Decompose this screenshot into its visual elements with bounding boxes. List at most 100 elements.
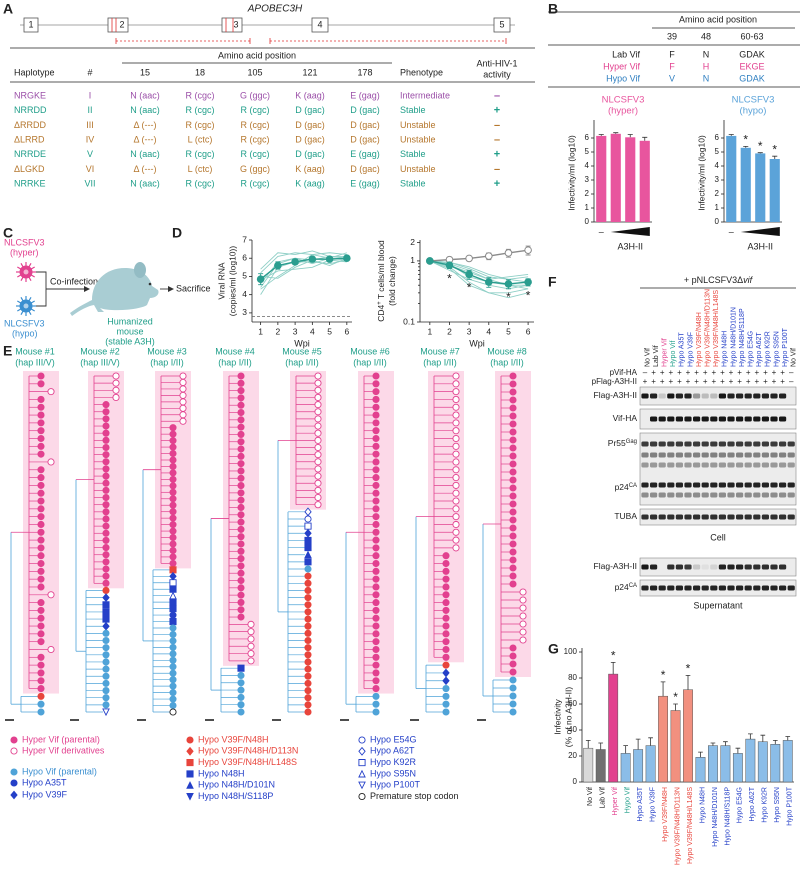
table-cell: GDAK xyxy=(739,73,765,83)
sequence-marker xyxy=(442,676,450,686)
data-point xyxy=(274,261,282,270)
band xyxy=(667,441,675,447)
band xyxy=(658,452,666,458)
band xyxy=(753,482,761,488)
error-bar xyxy=(623,745,628,754)
transfection-sign: + xyxy=(780,368,785,377)
band xyxy=(718,416,726,422)
band xyxy=(770,462,778,468)
sequence-marker xyxy=(102,508,110,516)
sequence-marker xyxy=(179,391,187,399)
sequence-marker xyxy=(102,415,110,423)
y-tick-label: 5 xyxy=(585,147,590,156)
sequence-marker xyxy=(358,759,366,767)
band xyxy=(761,462,769,468)
error-bar xyxy=(660,681,666,697)
table-cell: III xyxy=(86,120,94,130)
dose-wedge xyxy=(610,227,650,236)
sequence-marker xyxy=(47,645,55,654)
data-point xyxy=(484,278,493,286)
sequence-marker xyxy=(509,652,517,660)
legend-label: Hypo K92R xyxy=(370,757,417,767)
sequence-marker xyxy=(314,379,322,387)
error-bar xyxy=(642,136,648,141)
sequence-marker xyxy=(169,585,177,593)
table-cell: L (ctc) xyxy=(188,134,213,144)
transfection-sign: + xyxy=(660,377,665,386)
band xyxy=(718,441,726,447)
blot-group-label: Supernatant xyxy=(693,600,743,610)
sequence-marker xyxy=(102,501,110,509)
virus-spike xyxy=(20,276,24,281)
band xyxy=(718,585,726,591)
y-axis-label: Infectivity xyxy=(552,699,562,735)
table-cell: L (ctc) xyxy=(188,164,213,174)
significance-star: * xyxy=(447,271,452,285)
table-cell: + xyxy=(494,149,500,161)
band xyxy=(710,416,718,422)
band xyxy=(710,492,718,498)
bar xyxy=(720,745,731,783)
sequence-marker xyxy=(237,445,245,453)
sequence-marker xyxy=(314,408,322,416)
exon xyxy=(107,17,129,33)
sequence-marker xyxy=(519,596,527,604)
band xyxy=(701,492,709,498)
table-cell: ΔLGKD xyxy=(14,164,45,174)
band xyxy=(736,492,744,498)
sequence-marker xyxy=(37,692,45,700)
sequence-marker xyxy=(102,621,110,631)
exon xyxy=(221,17,243,33)
band xyxy=(701,585,709,591)
chart-subtitle: (hyper) xyxy=(608,106,638,117)
sequence-marker xyxy=(372,466,380,474)
sequence-marker xyxy=(358,781,366,790)
virus-spike xyxy=(30,266,35,270)
sequence-marker xyxy=(452,474,460,482)
band xyxy=(736,452,744,458)
mouse-haplotype: (hap I/II) xyxy=(218,357,252,367)
sequence-marker xyxy=(237,555,245,563)
y-tick-label: 2 xyxy=(410,237,415,247)
table-cell: ΔLRRD xyxy=(14,134,45,144)
band xyxy=(684,492,692,498)
y-tick-label: 6 xyxy=(715,133,720,142)
table-cell: Intermediate xyxy=(400,90,450,100)
sequence-marker xyxy=(452,419,460,427)
sequence-marker xyxy=(37,638,45,646)
sequence-marker xyxy=(37,567,45,575)
transfection-sign: + xyxy=(763,368,768,377)
band xyxy=(761,492,769,498)
data-point xyxy=(484,252,493,260)
sequence-marker xyxy=(519,628,527,636)
sequence-marker xyxy=(372,661,380,669)
label: Humanized xyxy=(107,316,153,326)
table-cell: Hyper Vif xyxy=(603,61,640,71)
lane-label: Hypo P100T xyxy=(782,327,789,367)
virus-spike xyxy=(20,310,24,315)
error-bar xyxy=(760,734,766,742)
virus-spike xyxy=(28,297,32,302)
sequence-marker xyxy=(509,412,517,420)
series-line xyxy=(260,250,347,270)
table-cell: H xyxy=(703,61,710,71)
x-axis-label: A3H-II xyxy=(617,241,643,251)
band xyxy=(744,452,752,458)
x-axis-label: Wpi xyxy=(294,338,310,348)
data-point xyxy=(524,278,532,286)
transfection-sign: + xyxy=(686,368,691,377)
error-bar xyxy=(723,741,728,746)
transfection-sign: + xyxy=(737,368,742,377)
y-axis-label: (copies/ml (log10)) xyxy=(227,246,237,317)
band xyxy=(693,482,701,488)
sequence-marker xyxy=(169,533,177,542)
sequence-marker xyxy=(519,620,527,628)
band xyxy=(693,462,701,468)
sequence-marker xyxy=(314,372,322,380)
mouse-name: Mouse #7 xyxy=(420,346,460,356)
sequence-marker xyxy=(509,388,517,396)
sequence-marker xyxy=(372,513,380,521)
sequence-marker xyxy=(442,700,450,708)
band xyxy=(710,452,718,458)
significance-star: * xyxy=(526,288,531,302)
